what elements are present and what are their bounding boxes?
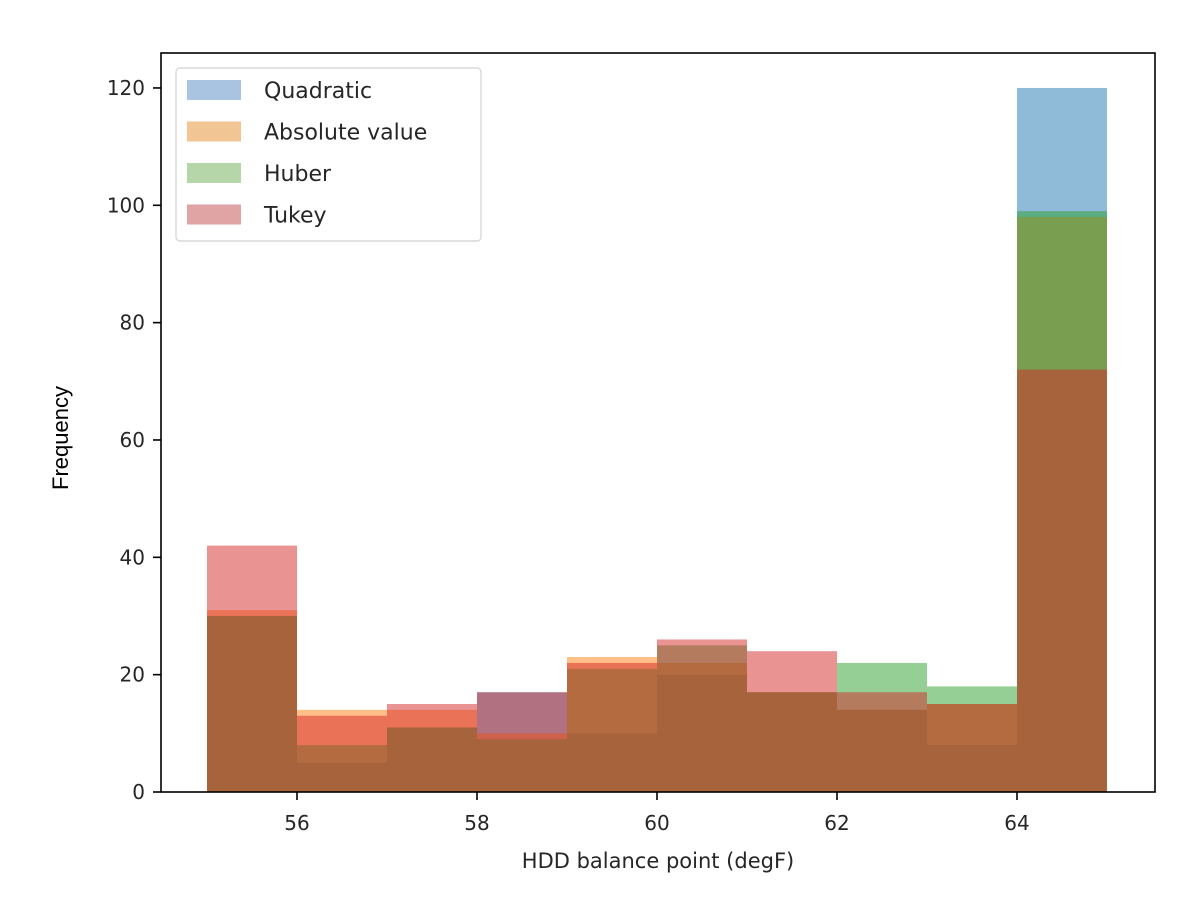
- x-tick-label: 56: [284, 811, 309, 835]
- plot-frame: [160, 52, 1156, 793]
- x-tick-label: 64: [1004, 811, 1029, 835]
- histogram-bar: [1017, 369, 1107, 792]
- x-tick-label: 60: [644, 811, 669, 835]
- histogram-bars: [207, 87, 1107, 793]
- series-tukey: [207, 369, 1107, 792]
- legend-swatch-tukey: [187, 204, 241, 225]
- histogram-bar: [297, 715, 387, 792]
- histogram-bar: [837, 692, 927, 792]
- histogram-bar: [477, 692, 567, 792]
- legend-label: Huber: [264, 162, 332, 187]
- legend-label: Quadratic: [264, 79, 372, 104]
- x-axis-label: HDD balance point (degF): [522, 849, 794, 873]
- y-tick-label: 80: [120, 311, 145, 335]
- histogram-bar: [927, 703, 1017, 792]
- histogram-bar: [747, 651, 837, 792]
- legend-swatch-huber: [187, 163, 241, 183]
- legend-label: Tukey: [263, 204, 327, 229]
- y-tick-label: 120: [107, 76, 145, 100]
- legend-swatch-absolute-value: [187, 121, 241, 142]
- legend: Quadratic Absolute value Huber Tukey: [175, 67, 482, 242]
- y-tick-label: 0: [132, 780, 145, 804]
- y-tick-label: 40: [120, 545, 145, 569]
- y-tick-label: 20: [120, 663, 145, 687]
- x-tick-label: 62: [824, 811, 849, 835]
- legend-label: Absolute value: [264, 121, 427, 146]
- x-axis-ticks: 56 58 60 62 64: [284, 792, 1030, 835]
- histogram-bar: [387, 703, 477, 792]
- histogram-bar: [657, 639, 747, 792]
- y-tick-label: 100: [107, 193, 145, 217]
- histogram-bar: [207, 545, 297, 792]
- histogram-bar: [567, 662, 657, 792]
- legend-swatch-quadratic: [187, 80, 241, 100]
- x-tick-label: 58: [464, 811, 489, 835]
- legend-box: [175, 67, 482, 242]
- y-axis-label: Frequency: [48, 386, 73, 490]
- y-axis-ticks: 0 20 40 60 80 100 120: [107, 76, 161, 804]
- y-tick-label: 60: [120, 428, 145, 452]
